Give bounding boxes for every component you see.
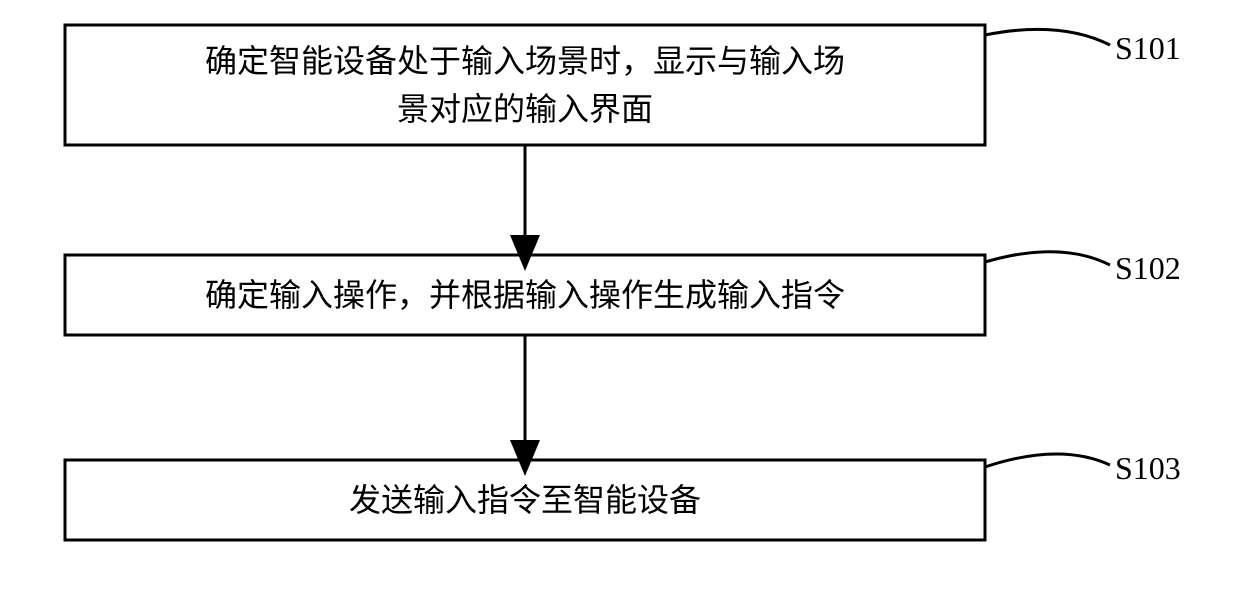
label-s103: S103 [1115,450,1181,487]
flowchart-container: 确定智能设备处于输入场景时，显示与输入场 景对应的输入界面 确定输入操作，并根据… [0,0,1240,605]
label-s101: S101 [1115,30,1181,67]
box2-text: 确定输入操作，并根据输入操作生成输入指令 [65,255,985,335]
box3-text: 发送输入指令至智能设备 [65,460,985,540]
box1-text: 确定智能设备处于输入场景时，显示与输入场 景对应的输入界面 [65,25,985,145]
label-s102: S102 [1115,250,1181,287]
